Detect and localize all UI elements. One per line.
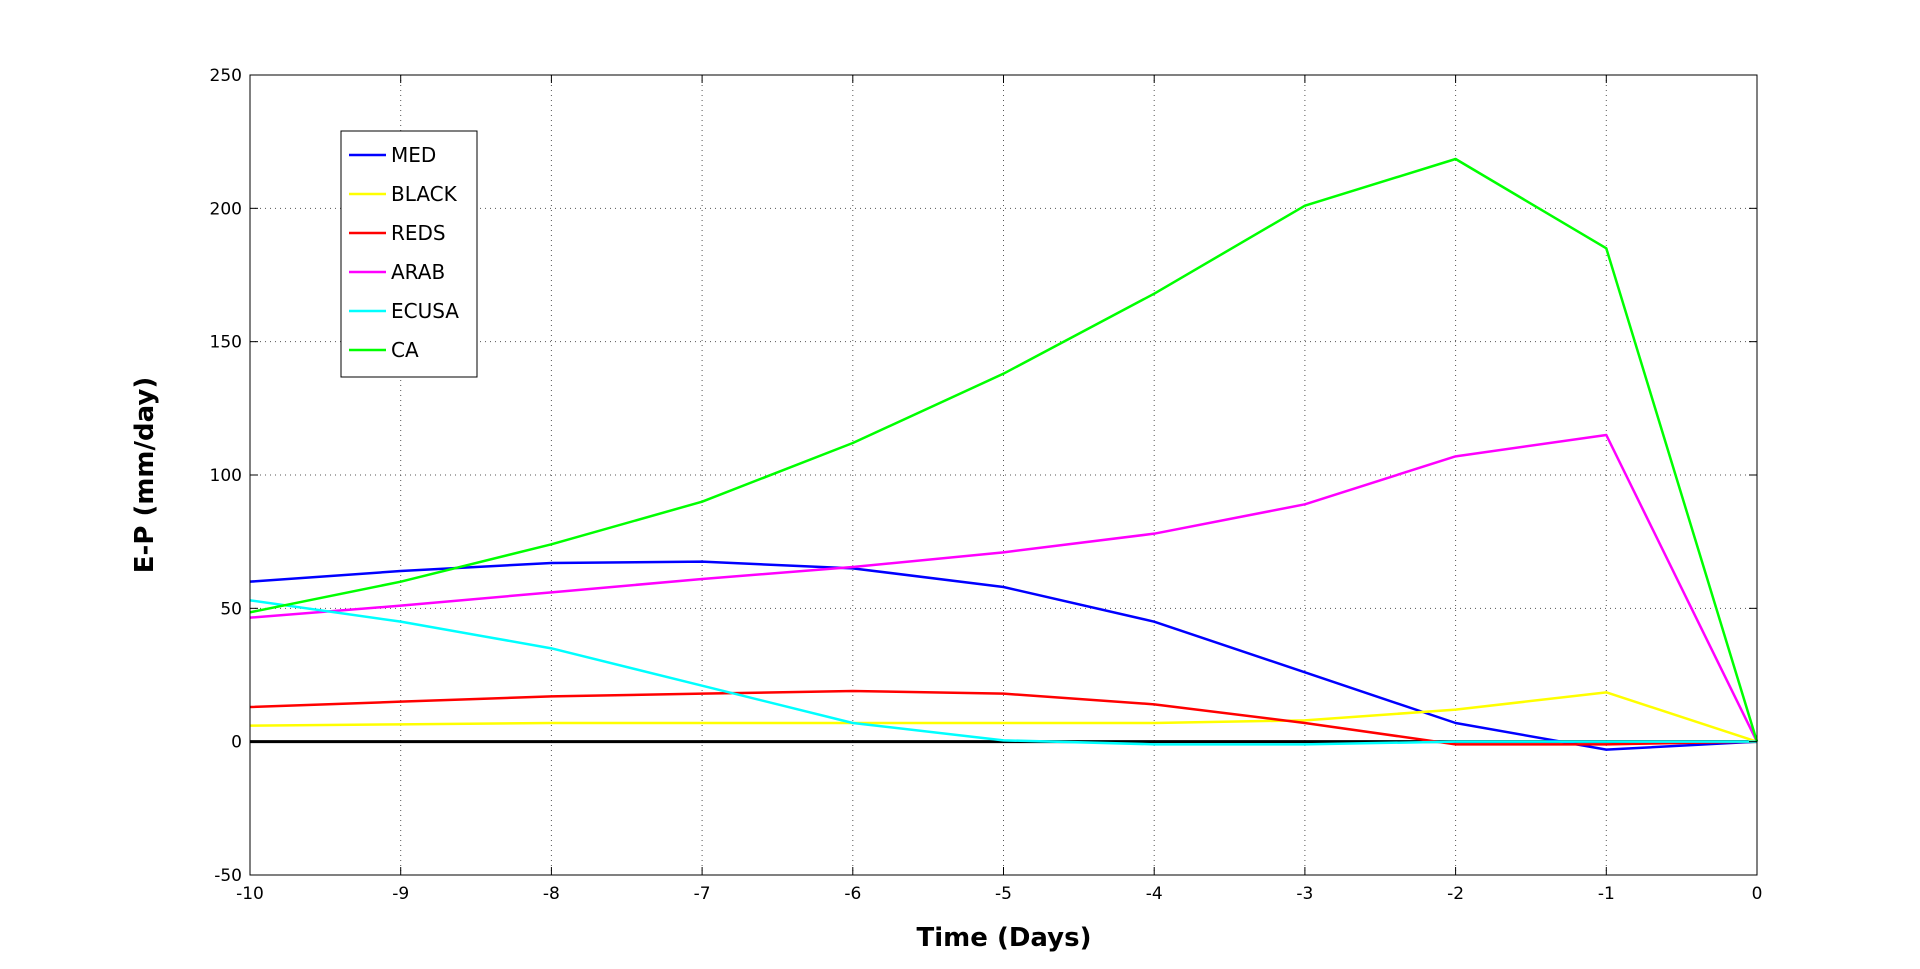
series-line-reds [249, 689, 1758, 746]
legend-label-black: BLACK [391, 182, 458, 206]
legend-label-med: MED [391, 143, 436, 167]
x-tick-label: -3 [1296, 884, 1313, 904]
x-tick-label: -9 [392, 884, 409, 904]
series-line-med [249, 560, 1758, 751]
y-tick-label: 0 [231, 733, 242, 753]
series-line-black [249, 691, 1758, 743]
legend-box [340, 130, 478, 378]
x-tick-label: -2 [1447, 884, 1464, 904]
x-tick-label: -8 [543, 884, 560, 904]
x-tick-label: -7 [694, 884, 711, 904]
series-layer [249, 157, 1759, 751]
x-axis-title: Time (Days) [917, 923, 1092, 953]
y-tick-label: 200 [210, 199, 242, 219]
y-tick-label: -50 [214, 866, 242, 886]
y-tick-label: 250 [210, 66, 242, 86]
x-tick-label: -5 [995, 884, 1012, 904]
legend: MED BLACK REDS ARAB ECUSA CA [340, 130, 478, 378]
x-tick-label: -1 [1598, 884, 1615, 904]
x-tick-label: -10 [236, 884, 264, 904]
legend-label-ca: CA [391, 338, 419, 362]
legend-label-ecusa: ECUSA [391, 299, 459, 323]
series-line-ca [249, 157, 1759, 743]
y-axis-title: E-P (mm/day) [130, 377, 160, 573]
series-line-ecusa [249, 599, 1757, 746]
x-tick-label: 0 [1752, 884, 1763, 904]
y-tick-label: 150 [210, 333, 242, 353]
ticks [249, 74, 1758, 876]
series-line-arab [249, 433, 1759, 743]
y-tick-label: 100 [210, 466, 242, 486]
legend-label-arab: ARAB [391, 260, 445, 284]
x-tick-label: -4 [1146, 884, 1163, 904]
y-tick-label: 50 [220, 599, 242, 619]
legend-label-reds: REDS [391, 221, 446, 245]
x-tick-label: -6 [844, 884, 861, 904]
